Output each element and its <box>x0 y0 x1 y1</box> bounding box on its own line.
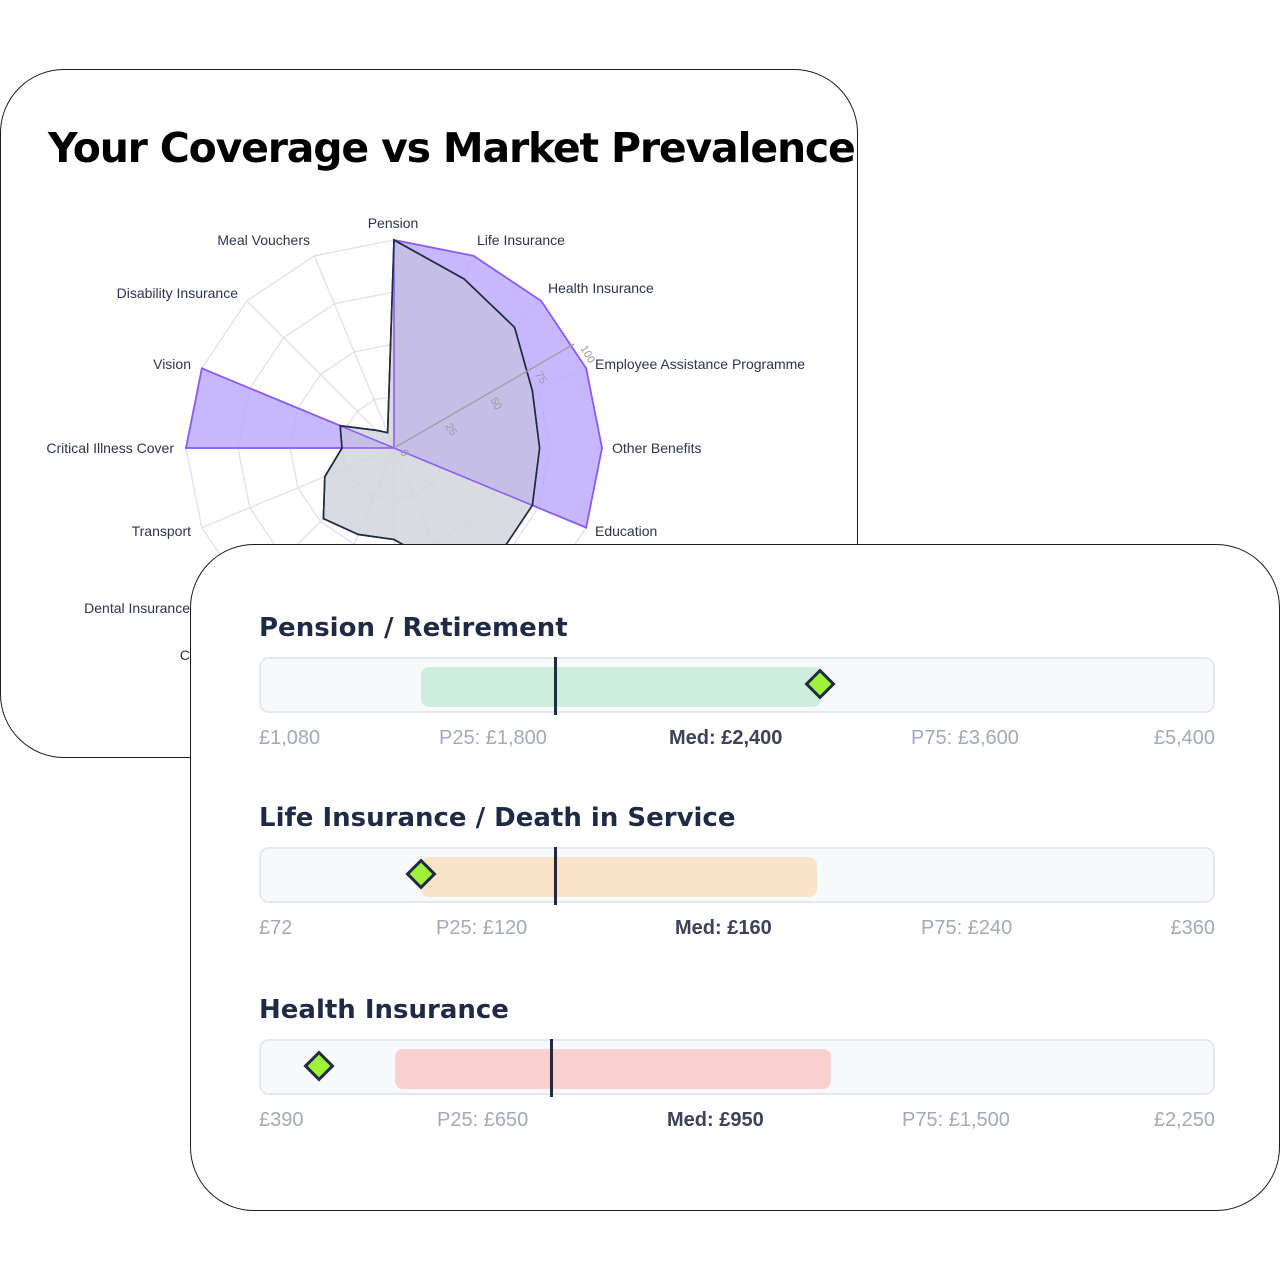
radar-category-label: Critical Illness Cover <box>46 440 174 456</box>
radar-category-label: Education <box>595 523 657 539</box>
interquartile-range-bar <box>421 667 821 707</box>
benchmark-title: Pension / Retirement <box>259 613 568 643</box>
radial-tick-label: 25 <box>442 422 459 439</box>
scale-min: £390 <box>259 1109 304 1131</box>
radial-tick-label: 75 <box>533 370 550 387</box>
scale-p25: P25: £650 <box>437 1109 529 1131</box>
scale-p75: P75: £240 <box>921 917 1013 939</box>
benchmark-title: Health Insurance <box>259 995 509 1025</box>
radial-axis-line <box>393 343 575 449</box>
scale-max: £5,400 <box>1153 727 1215 749</box>
median-line <box>554 657 557 715</box>
radar-spoke <box>246 300 395 449</box>
scale-median: Med: £950 <box>667 1109 764 1131</box>
radar-category-label: Transport <box>132 523 192 539</box>
radar-category-label: Pension <box>368 215 419 231</box>
benchmark-scale: £72 P25: £120 Med: £160 P75: £240 £360 <box>259 917 1215 947</box>
scale-median: Med: £160 <box>675 917 772 939</box>
benchmark-track <box>259 657 1215 715</box>
scale-p25: P25: £120 <box>436 917 528 939</box>
benchmark-scale: £1,080 P25: £1,800 Med: £2,400 P75: £3,6… <box>259 727 1215 757</box>
radar-category-label: Health Insurance <box>548 280 654 296</box>
radar-category-label: Dental Insurance <box>84 600 190 616</box>
radar-category-label: Other Benefits <box>612 440 702 456</box>
scale-p75: P75: £1,500 <box>902 1109 1010 1131</box>
radar-category-label: Disability Insurance <box>117 285 239 301</box>
radar-category-label: Vision <box>153 356 191 372</box>
benchmark-row-health-insurance: Health Insurance £390 P25: £650 Med: £95… <box>259 991 1215 1139</box>
benchmark-track <box>259 1039 1215 1097</box>
benchmark-track <box>259 847 1215 905</box>
your-value-diamond-icon[interactable] <box>303 1050 335 1082</box>
benchmark-row-pension: Pension / Retirement £1,080 P25: £1,800 … <box>259 609 1215 757</box>
scale-median: Med: £2,400 <box>669 727 783 749</box>
scale-min: £1,080 <box>259 727 321 749</box>
radar-chart-title: Your Coverage vs Market Prevalence <box>48 124 856 172</box>
interquartile-range-bar <box>421 857 817 897</box>
benchmark-row-life-insurance: Life Insurance / Death in Service £72 P2… <box>259 799 1215 947</box>
benchmark-title: Life Insurance / Death in Service <box>259 803 736 833</box>
scale-p25: P25: £1,800 <box>439 727 547 749</box>
your-coverage-outline <box>322 238 541 568</box>
scale-max: £2,250 <box>1153 1109 1215 1131</box>
benchmark-scale: £390 P25: £650 Med: £950 P75: £1,500 £2,… <box>259 1109 1215 1139</box>
scale-p75: P75: £3,600 <box>911 727 1019 749</box>
scale-min: £72 <box>259 917 293 939</box>
scale-max: £360 <box>1170 917 1216 939</box>
radar-spoke <box>313 255 395 449</box>
radar-category-label: Meal Vouchers <box>217 232 310 248</box>
radar-category-label-partial: C <box>180 647 190 663</box>
radial-tick-label: 50 <box>487 396 504 413</box>
radial-tick-label: 0 <box>397 448 410 459</box>
median-line <box>554 847 557 905</box>
benchmark-card: Pension / Retirement £1,080 P25: £1,800 … <box>190 544 1280 1211</box>
radar-category-label: Employee Assistance Programme <box>595 356 805 372</box>
radar-category-label: Life Insurance <box>477 232 565 248</box>
median-line <box>550 1039 553 1097</box>
interquartile-range-bar <box>395 1049 831 1089</box>
